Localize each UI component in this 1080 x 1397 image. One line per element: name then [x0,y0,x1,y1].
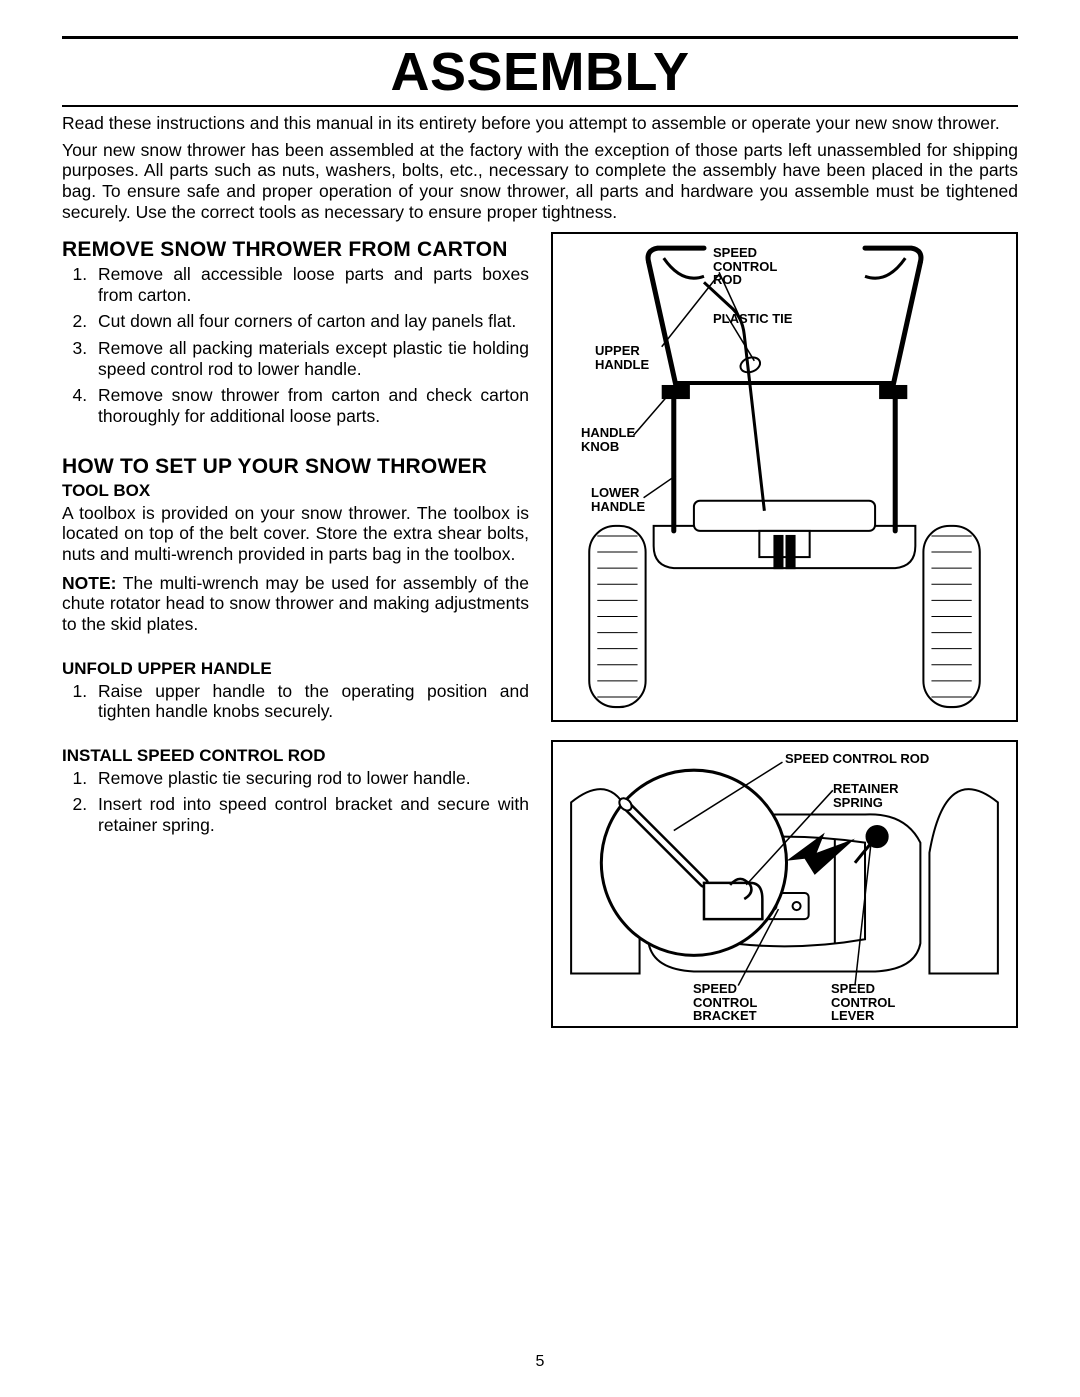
lead-paragraph: Read these instructions and this manual … [62,113,1018,134]
list-item: Remove snow thrower from carton and chec… [92,385,529,426]
list-item: Remove all packing materials except plas… [92,338,529,379]
list-item: Remove all accessible loose parts and pa… [92,264,529,305]
remove-heading: REMOVE SNOW THROWER FROM CARTON [62,238,529,262]
fig2-label-retainer-spring: RETAINER SPRING [833,782,898,809]
fig1-label-plastic-tie: PLASTIC TIE [713,312,792,326]
unfold-heading: UNFOLD UPPER HANDLE [62,659,529,679]
list-item: Cut down all four corners of carton and … [92,311,529,332]
note-body: The multi-wrench may be used for assembl… [62,573,529,634]
fig1-label-speed-control-rod: SPEED CONTROL ROD [713,246,777,287]
fig1-label-handle-knob: HANDLE KNOB [581,426,635,453]
figure-1-svg [553,234,1016,727]
install-list: Remove plastic tie securing rod to lower… [62,768,529,836]
left-column: REMOVE SNOW THROWER FROM CARTON Remove a… [62,232,529,1046]
fig2-label-speed-control-rod: SPEED CONTROL ROD [785,752,929,766]
page-title: ASSEMBLY [62,41,1018,103]
title-rule [62,105,1018,107]
unfold-list: Raise upper handle to the operating posi… [62,681,529,722]
figure-2-svg [553,742,1016,1032]
top-rule [62,36,1018,39]
figure-handle-assembly: SPEED CONTROL ROD PLASTIC TIE UPPER HAND… [551,232,1018,722]
intro-paragraph: Your new snow thrower has been assembled… [62,140,1018,223]
figure-speed-control-bracket: SPEED CONTROL ROD RETAINER SPRING SPEED … [551,740,1018,1028]
fig1-label-upper-handle: UPPER HANDLE [595,344,649,371]
two-column-layout: REMOVE SNOW THROWER FROM CARTON Remove a… [62,232,1018,1046]
toolbox-heading: TOOL BOX [62,481,529,501]
list-item: Insert rod into speed control bracket an… [92,794,529,835]
list-item: Remove plastic tie securing rod to lower… [92,768,529,789]
list-item: Raise upper handle to the operating posi… [92,681,529,722]
install-heading: INSTALL SPEED CONTROL ROD [62,746,529,766]
toolbox-note: NOTE: The multi-wrench may be used for a… [62,573,529,635]
fig2-label-speed-control-lever: SPEED CONTROL LEVER [831,982,895,1023]
right-column: SPEED CONTROL ROD PLASTIC TIE UPPER HAND… [551,232,1018,1046]
setup-heading: HOW TO SET UP YOUR SNOW THROWER [62,455,529,479]
page-number: 5 [0,1353,1080,1371]
remove-list: Remove all accessible loose parts and pa… [62,264,529,426]
note-label: NOTE: [62,573,116,593]
fig1-label-lower-handle: LOWER HANDLE [591,486,645,513]
toolbox-p1: A toolbox is provided on your snow throw… [62,503,529,565]
fig2-label-speed-control-bracket: SPEED CONTROL BRACKET [693,982,757,1023]
